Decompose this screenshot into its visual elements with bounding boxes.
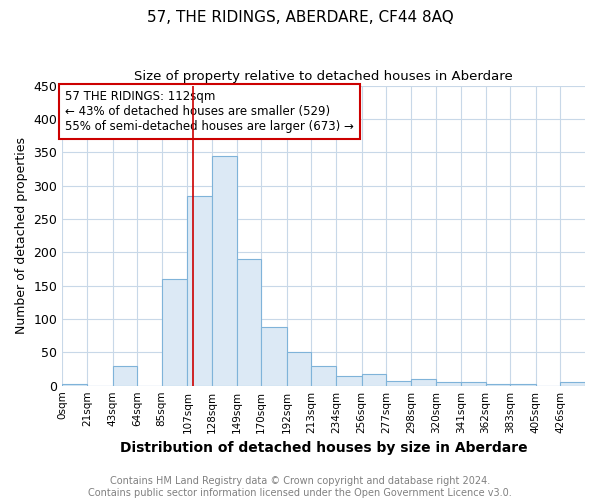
Bar (560, 382, 585, 386)
Text: 57, THE RIDINGS, ABERDARE, CF44 8AQ: 57, THE RIDINGS, ABERDARE, CF44 8AQ (146, 10, 454, 25)
Bar (485, 384, 510, 386)
Bar (187, 196, 212, 386)
Bar (311, 366, 336, 386)
Bar (113, 366, 137, 386)
Bar (336, 376, 362, 386)
Bar (510, 384, 536, 386)
Bar (362, 374, 386, 386)
Bar (287, 352, 311, 386)
Bar (411, 379, 436, 386)
Bar (161, 279, 187, 386)
Bar (461, 382, 485, 386)
Bar (236, 259, 261, 386)
Bar (62, 384, 87, 386)
Text: 57 THE RIDINGS: 112sqm
← 43% of detached houses are smaller (529)
55% of semi-de: 57 THE RIDINGS: 112sqm ← 43% of detached… (65, 90, 354, 133)
Bar (261, 327, 287, 386)
X-axis label: Distribution of detached houses by size in Aberdare: Distribution of detached houses by size … (120, 441, 527, 455)
Bar (386, 381, 411, 386)
Y-axis label: Number of detached properties: Number of detached properties (15, 137, 28, 334)
Title: Size of property relative to detached houses in Aberdare: Size of property relative to detached ho… (134, 70, 513, 83)
Bar (436, 382, 461, 386)
Text: Contains HM Land Registry data © Crown copyright and database right 2024.
Contai: Contains HM Land Registry data © Crown c… (88, 476, 512, 498)
Bar (212, 156, 236, 386)
